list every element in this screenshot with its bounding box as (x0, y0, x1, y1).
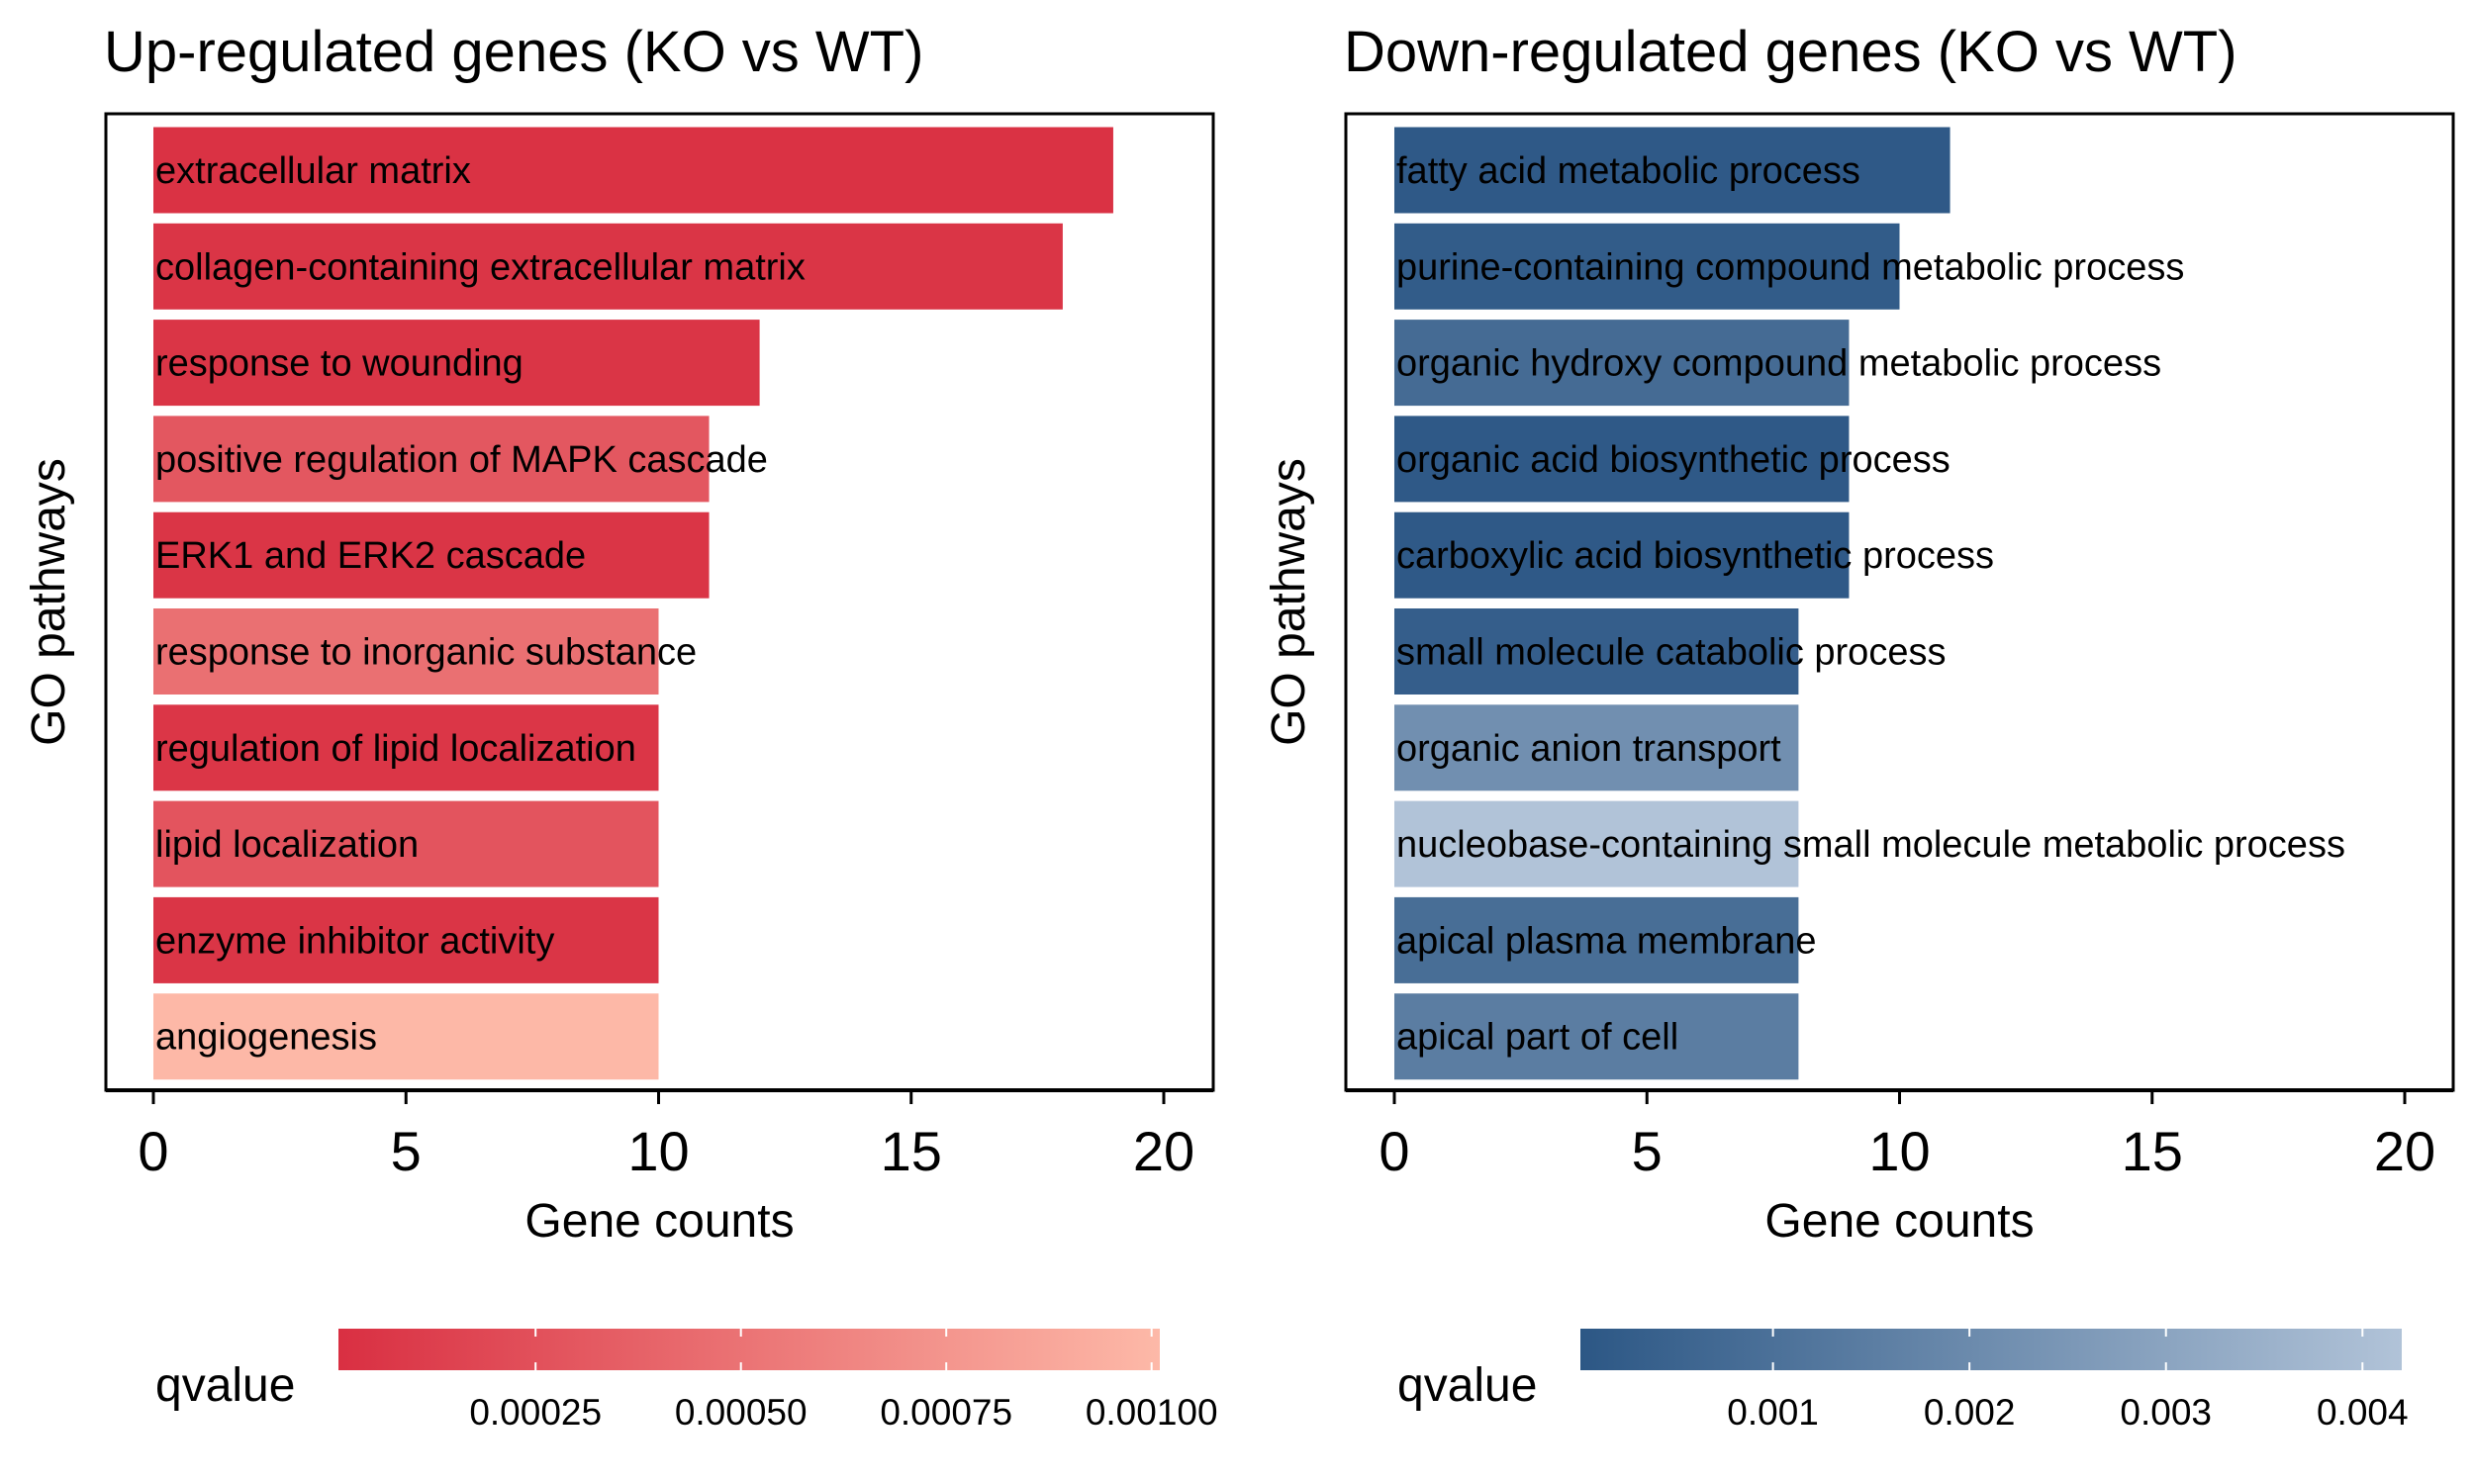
bar (153, 320, 760, 407)
bar (1394, 511, 1850, 599)
bar-label: lipid localization (155, 824, 419, 866)
bar (1394, 608, 1799, 695)
x-tick-label: 0 (1379, 1120, 1409, 1182)
bar-label: small molecule catabolic process (1396, 632, 1946, 674)
bar-label: organic acid biosynthetic process (1396, 439, 1951, 481)
bar-label: regulation of lipid localization (155, 728, 636, 770)
bar (1394, 896, 1799, 983)
bar-label: ERK1 and ERK2 cascade (155, 535, 586, 577)
chart-panel-up: Up-regulated genes (KO vs WT) GO pathways… (23, 20, 1218, 1433)
bar-label: purine-containing compound metabolic pro… (1396, 246, 2184, 288)
legend-title: qvalue (1397, 1359, 1537, 1412)
x-axis-title: Gene counts (524, 1195, 794, 1248)
qvalue-legend: qvalue 0.001 0.002 0.003 0.004 (1397, 1329, 2409, 1433)
x-tick-label: 5 (1632, 1120, 1663, 1182)
bar (153, 127, 1113, 214)
colorbar (1580, 1329, 2402, 1370)
chart-title: Up-regulated genes (KO vs WT) (104, 20, 923, 84)
bar-label: organic hydroxy compound metabolic proce… (1396, 343, 2161, 385)
bar (1394, 993, 1799, 1080)
y-axis-title: GO pathways (1263, 458, 1315, 746)
y-axis-title: GO pathways (23, 458, 75, 746)
x-tick-label: 20 (2374, 1120, 2435, 1182)
x-tick-label: 15 (2122, 1120, 2183, 1182)
x-tick-label: 15 (881, 1120, 942, 1182)
x-tick-label: 10 (627, 1120, 689, 1182)
colorbar-tick-label: 0.00100 (1086, 1392, 1218, 1433)
bar (153, 993, 659, 1080)
bar-label: apical plasma membrane (1396, 920, 1817, 962)
chart-panel-down: Down-regulated genes (KO vs WT) GO pathwa… (1263, 20, 2455, 1433)
bar (153, 416, 710, 503)
legend-title: qvalue (155, 1359, 295, 1412)
bar-label: fatty acid metabolic process (1396, 150, 1860, 192)
bar (1394, 800, 1799, 887)
bar (153, 800, 659, 887)
colorbar-tick-label: 0.00075 (880, 1392, 1012, 1433)
chart-title: Down-regulated genes (KO vs WT) (1344, 20, 2237, 84)
x-tick-label: 0 (138, 1120, 168, 1182)
bar (153, 704, 659, 791)
bar-label: positive regulation of MAPK cascade (155, 439, 768, 481)
bar (1394, 416, 1850, 503)
bar-label: nucleobase-containing small molecule met… (1396, 824, 2345, 866)
colorbar-tick-label: 0.003 (2120, 1392, 2212, 1433)
bar (153, 511, 710, 599)
bar (1394, 127, 1951, 214)
x-tick-label: 5 (391, 1120, 422, 1182)
colorbar-tick-label: 0.00025 (469, 1392, 602, 1433)
x-tick-label: 20 (1133, 1120, 1194, 1182)
colorbar-tick-label: 0.004 (2317, 1392, 2409, 1433)
bar-label: organic anion transport (1396, 728, 1781, 770)
colorbar (338, 1329, 1160, 1370)
bar (153, 608, 659, 695)
qvalue-legend: qvalue 0.00025 0.00050 0.00075 0.00100 (155, 1329, 1218, 1433)
bar (153, 223, 1063, 310)
bar-label: apical part of cell (1396, 1017, 1678, 1059)
bar (153, 896, 659, 983)
bar-label: response to inorganic substance (155, 632, 697, 674)
bar-label: enzyme inhibitor activity (155, 920, 554, 962)
bar-label: collagen-containing extracellular matrix (155, 246, 806, 288)
bar-label: carboxylic acid biosynthetic process (1396, 535, 1994, 577)
bar-label: angiogenesis (155, 1017, 377, 1059)
bar-label: extracellular matrix (155, 150, 471, 192)
bar (1394, 223, 1900, 310)
bar (1394, 704, 1799, 791)
bar-label: response to wounding (155, 343, 523, 385)
bar (1394, 320, 1850, 407)
colorbar-tick-label: 0.002 (1924, 1392, 2016, 1433)
colorbar-tick-label: 0.00050 (675, 1392, 808, 1433)
colorbar-tick-label: 0.001 (1727, 1392, 1819, 1433)
x-axis-title: Gene counts (1764, 1195, 2034, 1248)
x-tick-label: 10 (1868, 1120, 1930, 1182)
